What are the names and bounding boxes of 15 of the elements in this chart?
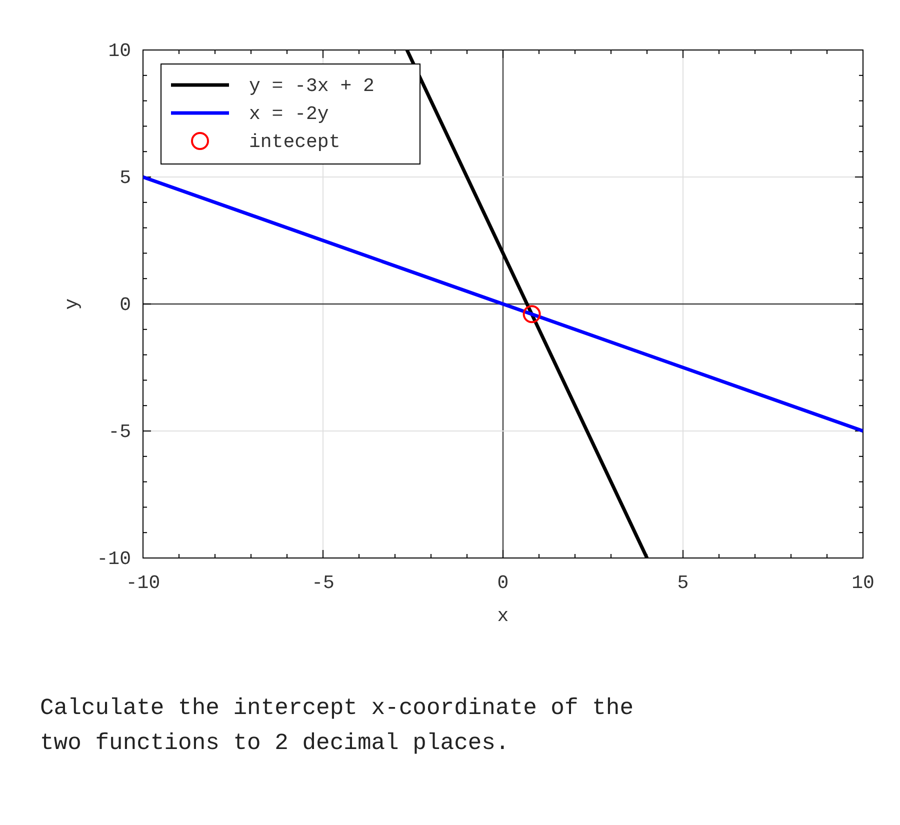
legend-label: y = -3x + 2	[249, 75, 374, 97]
y-tick-label: 5	[120, 167, 131, 189]
y-tick-label: -5	[108, 421, 131, 443]
x-tick-label: -5	[312, 572, 334, 594]
text: Calculate the intercept x-coordinate of the two functions to 2 decimal places.	[40, 695, 634, 756]
y-tick-label: 10	[108, 40, 131, 62]
x-tick-label: 0	[497, 572, 509, 594]
x-tick-label: 5	[677, 572, 689, 594]
y-axis-title: y	[61, 298, 83, 310]
y-tick-label: 0	[120, 294, 131, 316]
x-axis-title: x	[497, 605, 509, 627]
legend-label: x = -2y	[249, 103, 329, 125]
y-tick-label: -10	[96, 548, 131, 570]
x-tick-label: 10	[852, 572, 874, 594]
legend-label: intecept	[249, 131, 340, 153]
